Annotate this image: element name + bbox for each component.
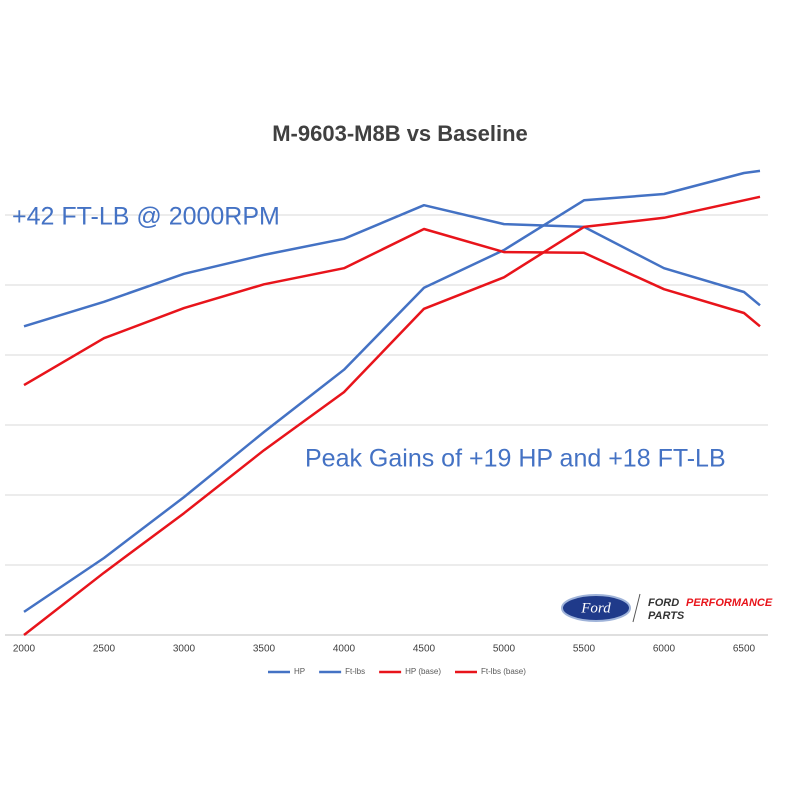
- legend-label: HP: [294, 667, 305, 676]
- x-tick-label: 5500: [573, 644, 596, 655]
- x-tick-label: 4500: [413, 644, 436, 655]
- series-line: [23, 203, 761, 328]
- legend-label: Ft-lbs: [345, 667, 365, 676]
- logo: Ford FORD PERFORMANCE PARTS: [561, 593, 773, 623]
- legend-label: Ft-lbs (base): [481, 667, 526, 676]
- x-tick-label: 6500: [733, 644, 756, 655]
- x-tick-label: 3000: [173, 644, 196, 655]
- x-tick-label: 6000: [653, 644, 676, 655]
- logo-line1: PERFORMANCE: [686, 597, 773, 609]
- x-tick-label: 3500: [253, 644, 276, 655]
- x-tick-label: 5000: [493, 644, 516, 655]
- logo-oval-text: Ford: [580, 600, 611, 616]
- logo-line2: PARTS: [648, 610, 685, 622]
- x-tick-label: 4000: [333, 644, 356, 655]
- series-line: [23, 195, 761, 636]
- plot: 2000 2500 3000 3500 4000 4500 5000 5500 6000 6500…: [5, 169, 768, 676]
- logo-divider: [632, 593, 641, 623]
- series-line: [23, 227, 761, 387]
- logo-brand: FORD: [648, 597, 679, 609]
- x-tick-label: 2000: [13, 644, 36, 655]
- x-tick-label: 2500: [93, 644, 116, 655]
- legend-label: HP (base): [405, 667, 441, 676]
- chart-title: M-9603-M8B vs Baseline: [272, 121, 528, 146]
- legend: HP Ft-lbs HP (base) Ft-lbs (base): [268, 667, 526, 676]
- series-line: [23, 169, 761, 613]
- logo-oval: [561, 594, 631, 622]
- annotation: +42 FT-LB @ 2000RPM: [12, 203, 280, 231]
- annotation: Peak Gains of +19 HP and +18 FT-LB: [305, 445, 726, 473]
